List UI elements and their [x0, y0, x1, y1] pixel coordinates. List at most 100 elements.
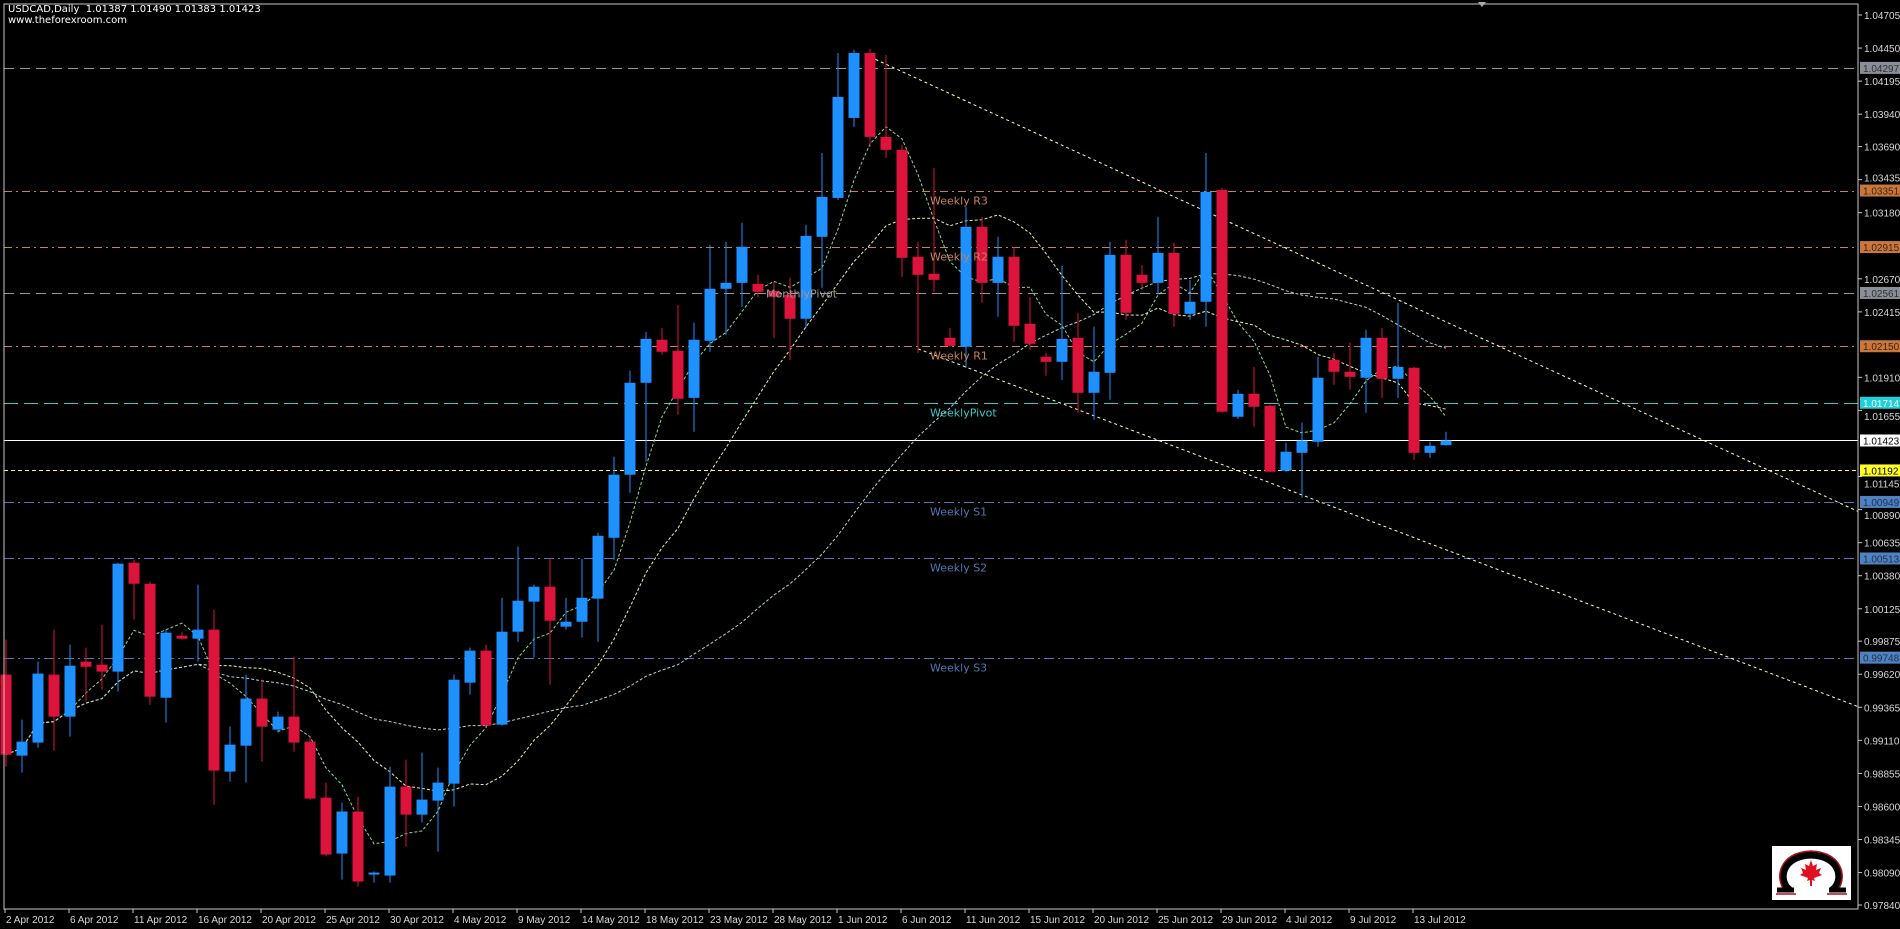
- candle-body: [624, 382, 636, 475]
- candle-body: [1136, 274, 1148, 283]
- price-tag-bg: [1860, 61, 1900, 74]
- level-label: Weekly S3: [930, 662, 987, 675]
- candle: [640, 331, 652, 462]
- candle: [544, 557, 556, 685]
- y-tick-label: 0.98855: [1864, 769, 1900, 780]
- chart-shift-marker-icon[interactable]: [1478, 2, 1486, 7]
- candle: [720, 241, 732, 335]
- candle: [80, 647, 92, 702]
- y-tick-label: 0.98345: [1864, 836, 1900, 847]
- candle-body: [1040, 356, 1052, 362]
- website-label: www.theforexroom.com: [8, 15, 128, 26]
- candle-body: [1008, 256, 1020, 326]
- candle: [256, 679, 268, 762]
- candle: [864, 48, 876, 147]
- candle-body: [208, 629, 220, 771]
- candle: [1360, 329, 1372, 413]
- candle: [1152, 216, 1164, 295]
- price-tag-bg: [1860, 184, 1900, 197]
- price-tag-bg: [1860, 434, 1900, 447]
- candle-body: [640, 338, 652, 383]
- price-tag-bg: [1860, 495, 1900, 508]
- price-axis[interactable]: 1.04705 1.04450 1.04195 1.03940 1.03690 1.034…: [1858, 11, 1900, 912]
- candle-body: [1296, 440, 1308, 453]
- candle-body: [656, 339, 668, 352]
- plot-frame: [3, 3, 1859, 910]
- y-tick-label: 1.04705: [1864, 11, 1900, 22]
- theforexroom-logo: [1772, 846, 1851, 900]
- candle-body: [32, 673, 44, 743]
- candle: [1248, 366, 1260, 427]
- y-tick-label: 1.00380: [1864, 572, 1900, 583]
- level-label: MonthlyPivot: [766, 288, 838, 301]
- y-tick-label: 1.01910: [1864, 373, 1900, 384]
- candle-body: [528, 586, 540, 602]
- y-tick-label: 1.03690: [1864, 143, 1900, 154]
- trendlines[interactable]: [869, 56, 1859, 708]
- y-tick-label: 0.98090: [1864, 869, 1900, 880]
- moving-average-line: [5, 126, 1447, 845]
- price-tag: 0.99748: [1863, 654, 1900, 665]
- candle: [128, 559, 140, 620]
- candle: [176, 631, 188, 640]
- candle-body: [1376, 337, 1388, 379]
- candle: [112, 562, 124, 692]
- candle-body: [1168, 252, 1180, 314]
- candle: [32, 661, 44, 748]
- y-tick-label: 0.99365: [1864, 703, 1900, 714]
- candle: [736, 222, 748, 307]
- price-tag-bg: [1860, 340, 1900, 353]
- candle: [464, 647, 476, 695]
- x-tick-label: 4 May 2012: [454, 915, 507, 926]
- candle: [624, 370, 636, 493]
- candle: [880, 54, 892, 158]
- y-tick-label: 0.99875: [1864, 637, 1900, 648]
- candle-body: [48, 674, 60, 717]
- candle-body: [992, 256, 1004, 283]
- candle-body: [1216, 189, 1228, 412]
- x-tick-label: 25 Apr 2012: [326, 915, 380, 926]
- ohlc-readout: 1.01387 1.01490 1.01383 1.01423: [85, 4, 261, 15]
- candle: [768, 281, 780, 338]
- candle: [1392, 302, 1404, 398]
- candle-body: [464, 650, 476, 683]
- candle-body: [112, 563, 124, 672]
- candle: [1232, 389, 1244, 419]
- candle-body: [416, 799, 428, 815]
- candle: [288, 656, 300, 752]
- candle: [816, 152, 828, 288]
- candle-body: [736, 246, 748, 283]
- candle-body: [272, 716, 284, 730]
- candle-body: [512, 600, 524, 632]
- candle-body: [224, 744, 236, 772]
- candle: [368, 871, 380, 883]
- candle-body: [352, 811, 364, 882]
- y-tick-label: 1.03435: [1864, 174, 1900, 185]
- candle: [320, 782, 332, 857]
- x-tick-label: 18 May 2012: [646, 915, 704, 926]
- level-label: WeeklyPivot: [930, 407, 997, 420]
- candle-body: [704, 288, 716, 341]
- y-tick-label: 1.04450: [1864, 44, 1900, 55]
- candle-body: [1248, 393, 1260, 407]
- candle-body: [960, 226, 972, 347]
- candle-body: [560, 621, 572, 627]
- trendline[interactable]: [917, 348, 1859, 708]
- candle-body: [1120, 254, 1132, 313]
- y-tick-label: 1.02415: [1864, 308, 1900, 319]
- y-tick-label: 0.97840: [1864, 901, 1900, 912]
- candle: [656, 327, 668, 355]
- level-label: Weekly R3: [930, 195, 988, 208]
- y-tick-label: 1.02670: [1864, 275, 1900, 286]
- x-tick-label: 16 Apr 2012: [198, 915, 252, 926]
- candle-body: [432, 782, 444, 801]
- candle: [1040, 352, 1052, 376]
- candle: [48, 629, 60, 751]
- candle-body: [1344, 371, 1356, 377]
- price-tag-bg: [1860, 286, 1900, 299]
- time-axis[interactable]: 2 Apr 2012 6 Apr 2012 11 Apr 2012 16 Apr 20…: [4, 909, 1466, 926]
- trendline[interactable]: [869, 56, 1859, 512]
- moving-averages: [5, 126, 1447, 845]
- x-tick-label: 9 Jul 2012: [1350, 915, 1397, 926]
